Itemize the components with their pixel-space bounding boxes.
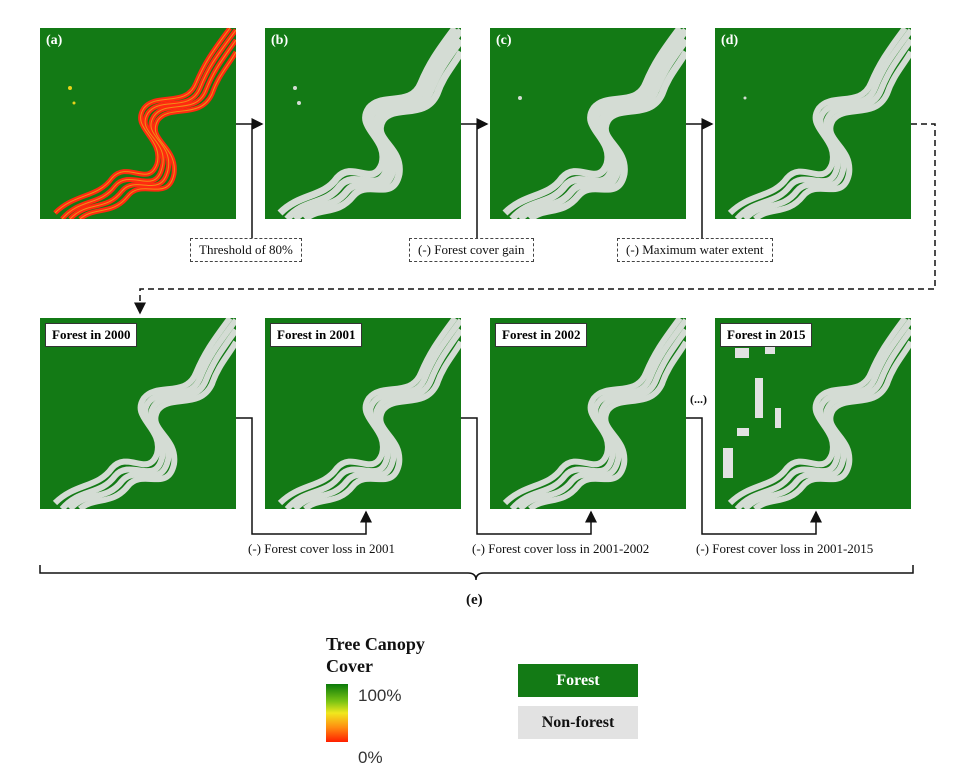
canopy-colorbar: [326, 684, 348, 742]
panel-label: (a): [46, 33, 63, 48]
panel-c-gain-map: (c): [490, 28, 686, 219]
panel-forest-2015: Forest in 2015: [715, 318, 911, 509]
panel-label: (b): [271, 33, 289, 48]
panel-label: (d): [721, 33, 739, 48]
panel-forest-2000: Forest in 2000: [40, 318, 236, 509]
canopy-legend-title: Tree Canopy Cover: [326, 633, 425, 677]
loss-caption-2015: (-) Forest cover loss in 2001-2015: [696, 541, 874, 556]
group-label: (e): [466, 592, 483, 608]
river-mask-map: [715, 28, 911, 219]
colorbar-max-label: 100%: [358, 686, 402, 705]
river-canopy-map: [40, 28, 236, 219]
panel-a-canopy-map: (a): [40, 28, 236, 219]
loss-caption-2002: (-) Forest cover loss in 2001-2002: [472, 541, 650, 556]
colorbar-min-label: 0%: [358, 748, 383, 767]
threshold-step-box: Threshold of 80%: [190, 238, 302, 262]
river-mask-map: [265, 28, 461, 219]
water-step-box: (-) Maximum water extent: [617, 238, 773, 262]
panel-forest-2002: Forest in 2002: [490, 318, 686, 509]
panel-title: Forest in 2000: [45, 323, 138, 347]
nonforest-key: Non-forest: [518, 706, 638, 739]
loss-caption-2001: (-) Forest cover loss in 2001: [248, 541, 395, 556]
panel-title: Forest in 2015: [720, 323, 813, 347]
panel-b-threshold-map: (b): [265, 28, 461, 219]
river-mask-map: [490, 28, 686, 219]
canopy-legend-title-line2: Cover: [326, 656, 373, 676]
forest-key: Forest: [518, 664, 638, 697]
panel-d-water-map: (d): [715, 28, 911, 219]
canopy-legend-title-line1: Tree Canopy: [326, 634, 425, 654]
ellipsis-label: (...): [690, 392, 707, 406]
panel-label: (c): [496, 33, 512, 48]
panel-title: Forest in 2001: [270, 323, 363, 347]
gain-step-box: (-) Forest cover gain: [409, 238, 534, 262]
panel-title: Forest in 2002: [495, 323, 588, 347]
panel-forest-2001: Forest in 2001: [265, 318, 461, 509]
